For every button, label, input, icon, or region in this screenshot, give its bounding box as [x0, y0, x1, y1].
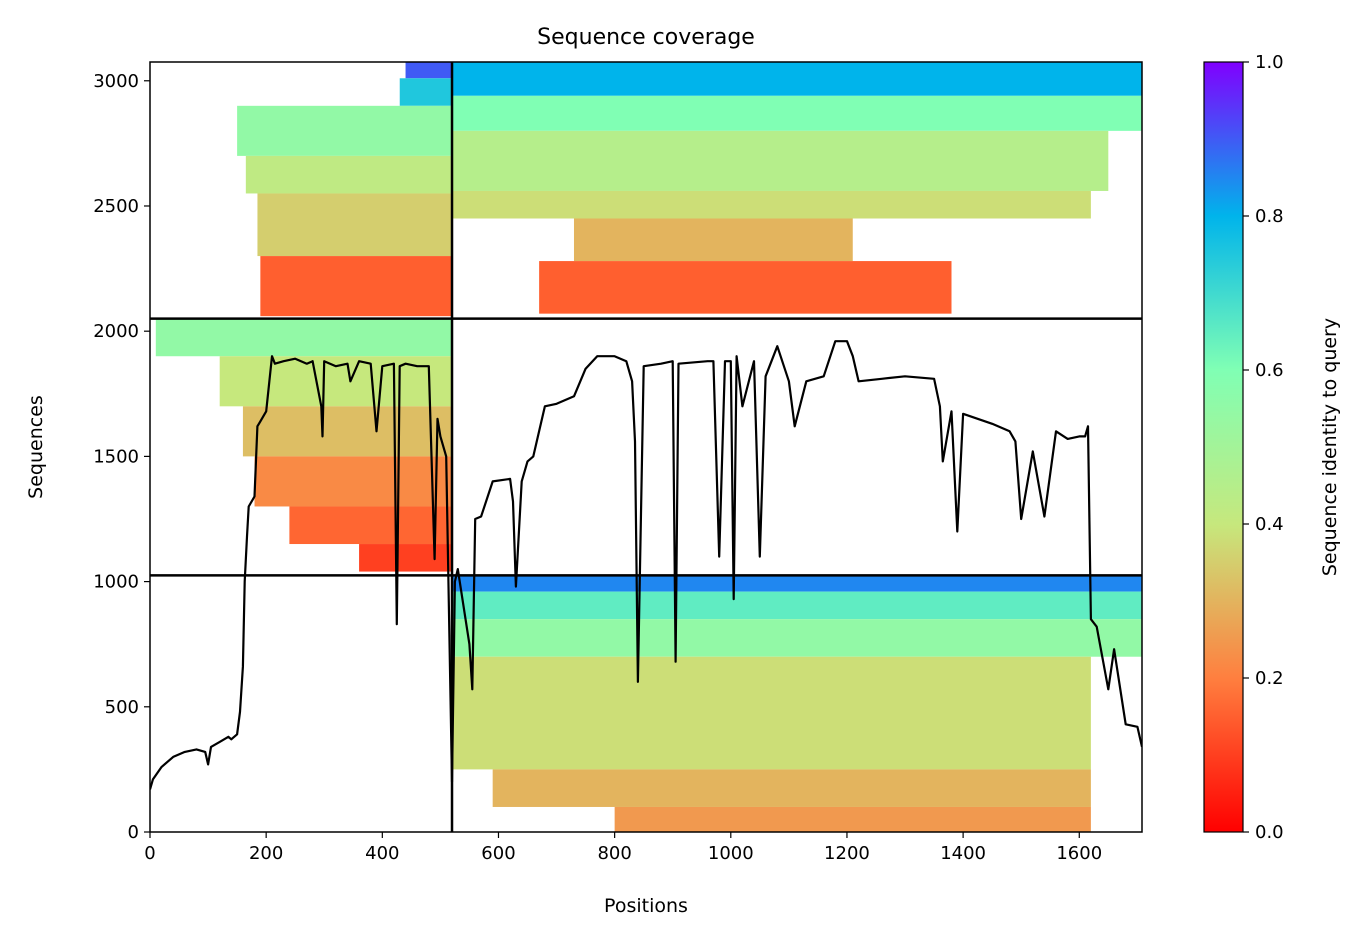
coverage-band-upper-right	[452, 130, 1109, 191]
coverage-band-upper-right	[452, 62, 1142, 96]
y-tick-label: 0	[128, 822, 139, 843]
colorbar-tick-label: 0.6	[1255, 360, 1284, 381]
x-axis-ticks: 0 200 400 600 800 1000 1200 1400 1600	[144, 832, 1102, 864]
x-tick-label: 1600	[1056, 843, 1102, 864]
plot-frame	[149, 61, 1143, 833]
y-tick-label: 1500	[93, 446, 139, 467]
y-tick-label: 2000	[93, 321, 139, 342]
colorbar-label: Sequence identity to query	[1319, 318, 1341, 576]
coverage-heatmap	[155, 62, 1142, 832]
coverage-band-middle-left	[242, 406, 453, 457]
coverage-band-upper-left	[405, 62, 453, 79]
coverage-band-upper-right	[452, 190, 1091, 219]
coverage-band-upper-right	[539, 261, 952, 314]
coverage-line	[150, 340, 1142, 790]
x-tick-label: 1000	[708, 843, 754, 864]
coverage-band-lower-right	[452, 591, 1142, 620]
colorbar-ticks: 0.0 0.2 0.4 0.6 0.8 1.0	[1243, 52, 1284, 843]
colorbar-tick-label: 0.8	[1255, 206, 1284, 227]
x-tick-label: 600	[481, 843, 515, 864]
y-tick-label: 1000	[93, 572, 139, 593]
coverage-band-upper-left	[399, 78, 453, 106]
coverage-line-layer	[150, 340, 1142, 790]
y-axis-ticks: 0 500 1000 1500 2000 2500 3000	[93, 71, 150, 843]
coverage-band-upper-right	[452, 95, 1142, 131]
coverage-band-middle-left	[359, 544, 453, 572]
x-tick-label: 0	[144, 843, 155, 864]
y-tick-label: 3000	[93, 71, 139, 92]
coverage-band-upper-left	[260, 256, 453, 317]
colorbar-tick-label: 0.2	[1255, 668, 1284, 689]
x-tick-label: 200	[249, 843, 283, 864]
x-tick-label: 800	[597, 843, 631, 864]
coverage-band-upper-left	[245, 155, 453, 194]
coverage-band-lower-right	[452, 619, 1142, 657]
x-tick-label: 1200	[824, 843, 870, 864]
coverage-band-lower-right	[614, 806, 1091, 832]
x-tick-label: 400	[365, 843, 399, 864]
coverage-band-middle-left	[155, 318, 453, 357]
coverage-band-lower-right	[452, 575, 1142, 592]
y-axis-label: Sequences	[25, 395, 47, 499]
x-tick-label: 1400	[940, 843, 986, 864]
coverage-band-upper-left	[257, 193, 453, 257]
colorbar-tick-label: 1.0	[1255, 52, 1284, 73]
colorbar	[1203, 61, 1244, 833]
x-axis-label: Positions	[604, 895, 688, 917]
colorbar-tick-label: 0.0	[1255, 822, 1284, 843]
coverage-band-upper-right	[573, 218, 853, 262]
coverage-band-lower-right	[452, 656, 1091, 770]
coverage-band-middle-left	[219, 356, 453, 407]
coverage-band-middle-left	[254, 456, 453, 507]
coverage-band-upper-left	[237, 105, 453, 156]
block-boundaries	[150, 62, 1142, 832]
y-tick-label: 500	[105, 697, 139, 718]
chart-title: Sequence coverage	[537, 25, 755, 50]
y-tick-label: 2500	[93, 196, 139, 217]
colorbar-tick-label: 0.4	[1255, 514, 1284, 535]
coverage-band-middle-left	[289, 506, 453, 545]
coverage-band-lower-right	[492, 769, 1091, 807]
